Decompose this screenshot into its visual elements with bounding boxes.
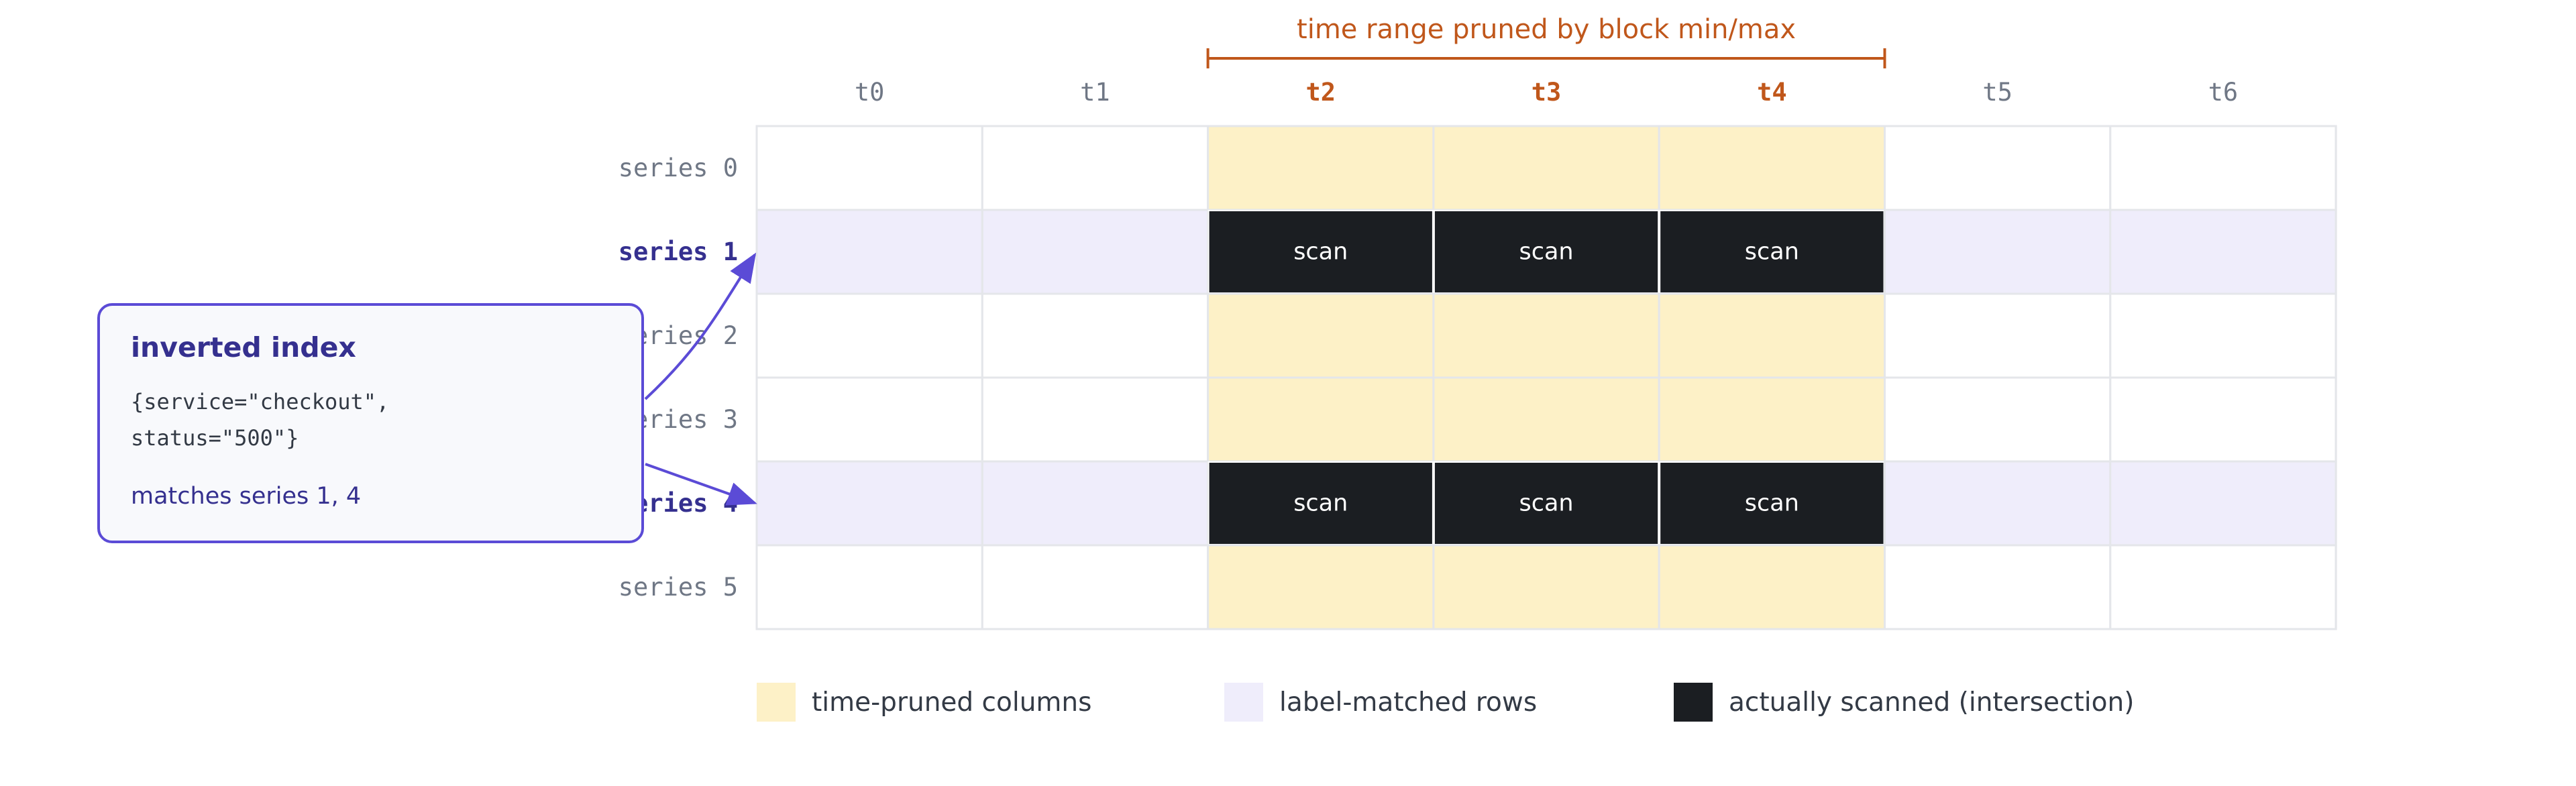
- legend-label-scanned: actually scanned (intersection): [1729, 687, 2135, 718]
- scan-cell: [1434, 463, 1658, 544]
- legend-label-label-matched: label-matched rows: [1279, 687, 1538, 718]
- grid-cell: [2109, 376, 2337, 463]
- scan-cell: [1660, 463, 1884, 544]
- grid-cell: [755, 125, 983, 211]
- grid-cell: [981, 292, 1210, 379]
- matched-cell: [2109, 209, 2337, 295]
- grid-cell: [1884, 125, 2112, 211]
- grid-cell: [981, 125, 1210, 211]
- grid-cell: [1884, 376, 2112, 463]
- grid-cell: [2109, 125, 2337, 211]
- pruned-cell: [1658, 376, 1886, 463]
- matched-cell: [981, 460, 1210, 547]
- time-range-banner: time range pruned by block min/max: [1206, 14, 1886, 68]
- scan-cell: [1660, 211, 1884, 292]
- grid-cell: [2109, 544, 2337, 630]
- legend-swatch-scanned: [1674, 683, 1713, 722]
- inverted-index-box: inverted index {service="checkout", stat…: [97, 303, 644, 543]
- legend-swatch-label-matched: [1224, 683, 1263, 722]
- column-header-t3: t3: [1532, 78, 1562, 107]
- banner-label: time range pruned by block min/max: [1297, 14, 1796, 45]
- legend-item-time-pruned: time-pruned columns: [757, 683, 1091, 722]
- pruned-cell: [1432, 544, 1660, 630]
- pruned-cell: [1658, 125, 1886, 211]
- grid-cell: [755, 292, 983, 379]
- scan-label: scan: [1745, 490, 1799, 517]
- matched-cell: [755, 209, 983, 295]
- row-label-series-0: series 0: [619, 154, 738, 182]
- grid-cell: [755, 376, 983, 463]
- scan-cell: [1434, 211, 1658, 292]
- scan-label: scan: [1293, 239, 1348, 266]
- column-headers: t0 t1 t2 t3 t4 t5 t6: [855, 78, 2238, 107]
- pruned-cell: [1658, 544, 1886, 630]
- row-label-series-1: series 1: [619, 237, 738, 266]
- column-header-t0: t0: [855, 78, 885, 107]
- column-header-t5: t5: [1982, 78, 2012, 107]
- arrow-to-series-1: [644, 252, 757, 400]
- scan-cell: [1209, 211, 1432, 292]
- pruned-cell: [1207, 125, 1435, 211]
- column-header-t2: t2: [1305, 78, 1336, 107]
- arrow-to-series-4: [645, 463, 757, 506]
- matched-cell: [755, 460, 983, 547]
- scan-cell: [1209, 463, 1432, 544]
- column-header-t4: t4: [1757, 78, 1787, 107]
- pruned-cell: [1432, 376, 1660, 463]
- grid-cell: [981, 544, 1210, 630]
- match-result: matches series 1, 4: [131, 483, 362, 510]
- scan-label: scan: [1745, 239, 1799, 266]
- matched-cell: [2109, 460, 2337, 547]
- matched-cell: [1884, 209, 2112, 295]
- pruned-cell: [1432, 292, 1660, 379]
- grid-border: [755, 125, 2337, 630]
- scan-label: scan: [1519, 239, 1573, 266]
- scan-label: scan: [1519, 490, 1573, 517]
- scan-label: scan: [1293, 490, 1348, 517]
- column-header-t6: t6: [2208, 78, 2239, 107]
- grid-layer: scan scan scan scan scan scan: [755, 125, 2337, 630]
- grid-cell: [981, 376, 1210, 463]
- pruned-cell: [1432, 125, 1660, 211]
- label-query-line-2: status="500"}: [131, 425, 299, 451]
- legend-item-label-matched: label-matched rows: [1224, 683, 1537, 722]
- matched-cell: [1884, 460, 2112, 547]
- pruned-cell: [1207, 376, 1435, 463]
- inverted-index-title: inverted index: [131, 331, 356, 363]
- matched-cell: [981, 209, 1210, 295]
- legend-label-time-pruned: time-pruned columns: [812, 687, 1092, 718]
- pruned-cell: [1207, 544, 1435, 630]
- pruned-cell: [1658, 292, 1886, 379]
- legend-swatch-time-pruned: [757, 683, 796, 722]
- pruned-cell: [1207, 292, 1435, 379]
- grid-cell: [755, 544, 983, 630]
- label-query-line-1: {service="checkout",: [131, 389, 390, 414]
- label-query: {service="checkout", status="500"}: [131, 384, 610, 456]
- column-header-t1: t1: [1080, 78, 1110, 107]
- grid-cell: [2109, 292, 2337, 379]
- grid-cell: [1884, 292, 2112, 379]
- row-label-series-5: series 5: [619, 573, 738, 602]
- legend-item-scanned: actually scanned (intersection): [1674, 683, 2134, 722]
- grid-cell: [1884, 544, 2112, 630]
